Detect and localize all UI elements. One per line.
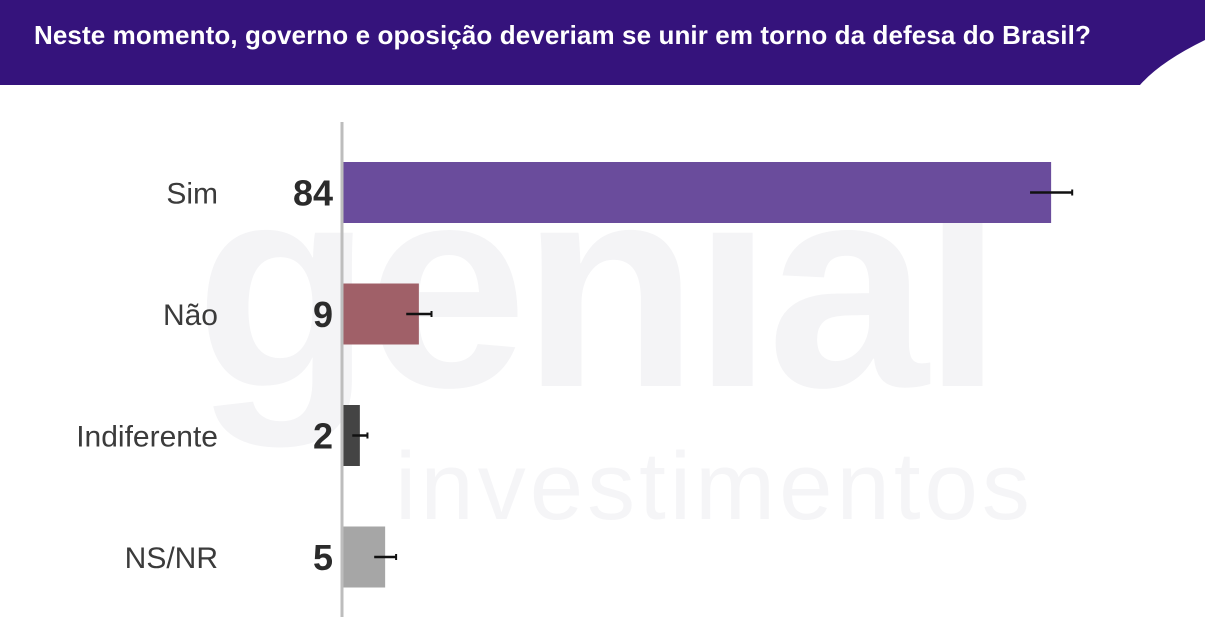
header-banner: Neste momento, governo e oposição deveri… — [0, 0, 1205, 85]
value-label-2: 2 — [313, 416, 333, 457]
header-background — [0, 0, 1205, 85]
value-label-0: 84 — [293, 173, 333, 214]
bar-0 — [343, 162, 1052, 223]
category-label-1: Não — [163, 299, 218, 332]
value-label-1: 9 — [313, 294, 333, 335]
category-label-0: Sim — [166, 178, 218, 211]
chart-title: Neste momento, governo e oposição deveri… — [34, 20, 1091, 50]
value-label-3: 5 — [313, 537, 333, 578]
bar-2 — [343, 405, 360, 466]
category-label-3: NS/NR — [125, 542, 218, 575]
category-label-2: Indiferente — [76, 421, 218, 454]
